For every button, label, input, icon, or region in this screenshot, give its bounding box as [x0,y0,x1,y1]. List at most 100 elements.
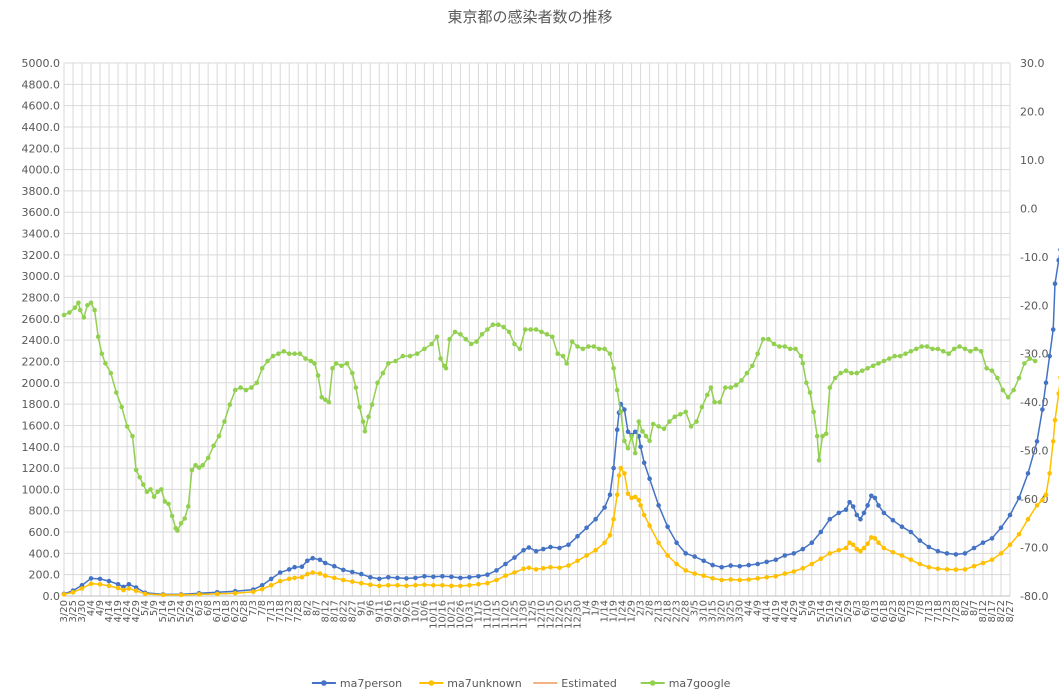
data-point [130,433,135,439]
data-point [787,346,793,352]
data-point [625,445,631,451]
data-point [265,358,270,364]
data-point [332,575,337,581]
left-tick-label: 2600.0 [22,313,61,326]
data-point [323,560,328,566]
data-point [88,581,94,586]
data-point [305,558,310,564]
data-point [458,332,463,337]
x-tick-label: 6/8 [861,600,872,616]
data-point [791,551,797,556]
data-point [1025,516,1031,522]
left-tick-label: 4400.0 [22,121,61,134]
data-point [429,341,434,347]
x-tick-label: 4/14 [104,600,115,622]
data-point [1050,327,1056,332]
data-point [126,582,132,587]
legend-label: ma7google [669,677,731,690]
data-point [407,353,413,359]
x-tick-label: 1/29 [627,600,638,622]
data-point [485,580,490,586]
data-point [596,346,602,352]
data-point [533,327,539,332]
x-tick-label: 9/11 [374,600,385,622]
data-point [326,399,332,405]
data-point [286,567,292,572]
legend-label: ma7person [340,677,402,690]
left-tick-label: 4600.0 [22,100,61,113]
data-point [728,577,733,582]
data-point [211,443,216,449]
x-tick-label: 5/4 [798,600,809,616]
data-point [876,540,881,545]
x-tick-label: 4/29 [131,600,142,622]
data-point [661,426,667,432]
data-point [159,487,164,492]
data-point [865,541,870,547]
left-tick-label: 3200.0 [22,249,61,262]
data-point [593,547,598,553]
right-tick-label: -80.0 [1020,590,1048,603]
data-point [723,385,728,390]
x-tick-label: 4/4 [86,600,97,616]
data-point [323,573,328,578]
data-point [310,555,316,561]
x-tick-label: 1/4 [582,600,593,616]
data-point [798,353,804,359]
data-point [479,332,485,337]
data-point [476,582,481,587]
legend-item: ma7person [311,677,402,690]
data-point [838,370,843,376]
x-tick-label: 10/11 [428,600,439,629]
x-tick-label: 2/8 [645,600,656,616]
data-point [622,438,627,444]
data-point [850,542,856,548]
data-point [674,540,679,545]
data-point [557,545,562,551]
data-point [330,366,335,371]
data-point [881,545,887,551]
data-point [782,344,788,349]
data-point [847,540,852,545]
data-point [881,358,887,364]
x-tick-label: 5/24 [176,600,187,622]
data-point [854,370,860,376]
data-point [474,339,479,344]
data-point [404,576,409,581]
data-point [506,329,512,335]
data-point [832,375,838,381]
data-point [521,547,526,553]
data-point [292,351,297,357]
x-tick-label: 3/20 [717,600,728,622]
data-point [512,570,517,575]
data-point [155,489,160,495]
data-point [998,551,1004,556]
data-point [526,565,532,571]
data-point [622,471,627,476]
data-point [79,583,85,588]
data-point [710,562,715,568]
data-point [160,592,166,598]
data-point [701,573,706,578]
data-point [97,576,103,582]
data-point [678,412,683,417]
data-point [310,570,316,575]
left-tick-label: 3000.0 [22,270,61,283]
legend-item: Estimated [533,677,617,690]
data-point [944,551,950,556]
data-point [393,358,398,364]
right-tick-label: 10.0 [1020,154,1045,167]
x-tick-label: 8/17 [329,600,340,622]
data-point [1050,439,1056,444]
data-point [580,346,586,352]
left-tick-label: 3800.0 [22,185,61,198]
x-tick-label: 11/10 [482,600,493,629]
data-point [665,553,670,558]
x-tick-label: 6/13 [870,600,881,622]
data-point [341,567,346,573]
data-point [494,577,499,583]
data-point [861,510,867,516]
x-tick-label: 10/6 [419,600,430,622]
left-tick-label: 4200.0 [22,142,61,155]
x-tick-label: 7/23 [284,600,295,622]
